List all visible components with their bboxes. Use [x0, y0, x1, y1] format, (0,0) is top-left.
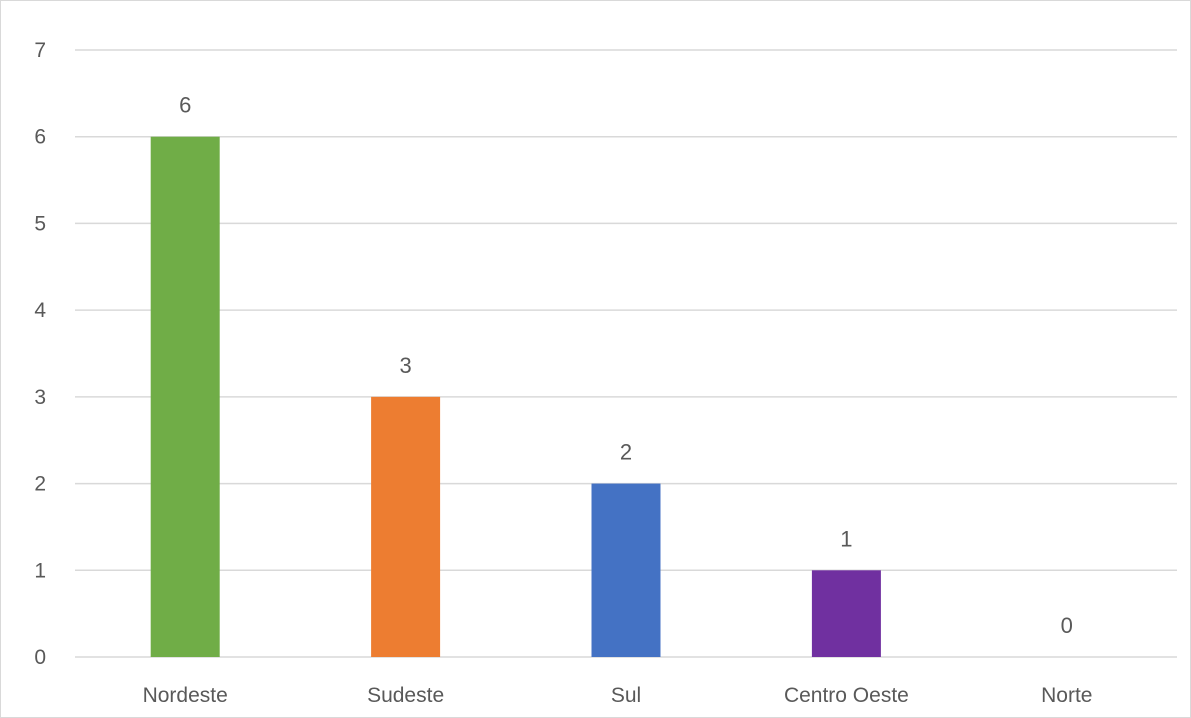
y-tick-label: 7 — [34, 39, 46, 62]
y-axis-ticks: 0 1 2 3 4 5 6 7 — [34, 39, 46, 669]
y-tick-label: 3 — [34, 386, 46, 409]
bar — [591, 483, 661, 657]
x-category-label: Sul — [611, 684, 641, 707]
x-category-label: Nordeste — [143, 684, 228, 707]
data-label: 0 — [1061, 613, 1073, 638]
data-label: 1 — [840, 526, 852, 551]
y-tick-label: 4 — [34, 299, 46, 322]
y-tick-label: 2 — [34, 473, 46, 496]
y-tick-label: 1 — [34, 559, 46, 582]
y-tick-label: 6 — [34, 126, 46, 149]
gridlines — [75, 49, 1177, 658]
data-label: 6 — [179, 93, 191, 118]
y-tick-label: 0 — [34, 646, 46, 669]
y-tick-label: 5 — [34, 212, 46, 235]
bar — [371, 396, 441, 657]
x-category-label: Centro Oeste — [784, 684, 909, 707]
x-axis-categories: Nordeste Sudeste Sul Centro Oeste Norte — [143, 684, 1093, 707]
bar — [811, 570, 881, 657]
bar — [150, 136, 220, 657]
data-label: 3 — [399, 353, 411, 378]
bars — [150, 136, 881, 657]
x-category-label: Sudeste — [367, 684, 444, 707]
data-labels: 6 3 2 1 0 — [179, 93, 1073, 638]
data-label: 2 — [620, 440, 632, 465]
x-category-label: Norte — [1041, 684, 1092, 707]
